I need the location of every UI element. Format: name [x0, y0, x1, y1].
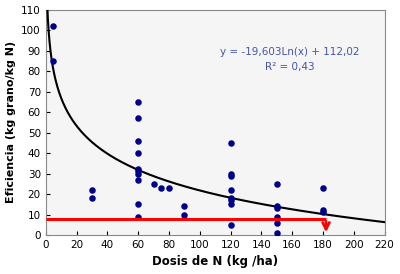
- Point: [50, 59, 57, 63]
- Point: [135, 151, 141, 155]
- Point: [135, 202, 141, 207]
- Point: [227, 171, 234, 176]
- Point: [150, 182, 157, 186]
- Point: [227, 198, 234, 202]
- Point: [274, 182, 280, 186]
- Point: [274, 214, 280, 219]
- Point: [227, 222, 234, 227]
- Point: [135, 100, 141, 104]
- Point: [320, 210, 326, 215]
- Point: [135, 139, 141, 143]
- Point: [227, 202, 234, 207]
- Point: [227, 141, 234, 145]
- Point: [166, 186, 172, 190]
- Point: [89, 188, 95, 192]
- Point: [158, 186, 164, 190]
- X-axis label: Dosis de N (kg /ha): Dosis de N (kg /ha): [152, 255, 278, 269]
- Point: [320, 186, 326, 190]
- Point: [274, 231, 280, 235]
- Point: [227, 173, 234, 178]
- Point: [181, 212, 188, 217]
- Point: [181, 204, 188, 209]
- Point: [227, 188, 234, 192]
- Point: [89, 196, 95, 200]
- Point: [50, 24, 57, 28]
- Point: [135, 169, 141, 174]
- Point: [274, 204, 280, 209]
- Text: y = -19,603Ln(x) + 112,02
R² = 0,43: y = -19,603Ln(x) + 112,02 R² = 0,43: [220, 47, 360, 72]
- Point: [135, 214, 141, 219]
- Y-axis label: Eficiencia (kg grano/kg N): Eficiencia (kg grano/kg N): [6, 41, 16, 203]
- Point: [227, 196, 234, 200]
- Point: [274, 206, 280, 211]
- Point: [135, 171, 141, 176]
- Point: [320, 208, 326, 213]
- Point: [135, 167, 141, 172]
- Point: [135, 116, 141, 120]
- Point: [274, 221, 280, 225]
- Point: [135, 178, 141, 182]
